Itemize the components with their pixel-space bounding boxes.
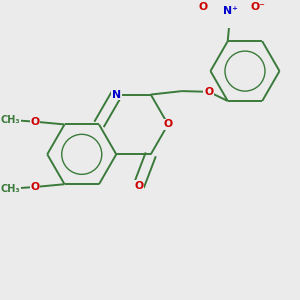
Text: O: O — [164, 119, 172, 129]
Text: CH₃: CH₃ — [1, 184, 20, 194]
Text: O: O — [204, 87, 213, 97]
Text: N⁺: N⁺ — [223, 6, 238, 16]
Text: O: O — [198, 2, 207, 12]
Text: CH₃: CH₃ — [1, 115, 20, 125]
Text: O⁻: O⁻ — [251, 2, 266, 12]
Text: O: O — [134, 181, 143, 191]
Text: N: N — [112, 90, 121, 100]
Text: O: O — [31, 117, 40, 127]
Text: O: O — [31, 182, 40, 192]
